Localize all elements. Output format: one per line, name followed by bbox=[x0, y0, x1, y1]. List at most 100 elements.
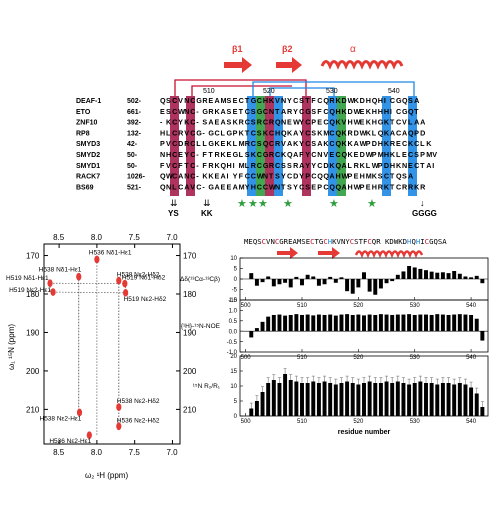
bar bbox=[430, 315, 434, 331]
alignment-name: ETO bbox=[76, 109, 91, 116]
panel-xtick-label: 500 bbox=[241, 303, 252, 309]
star-4: ★ bbox=[283, 198, 293, 210]
bar bbox=[294, 314, 298, 331]
bar bbox=[458, 314, 462, 331]
panel-xtick-label: 530 bbox=[410, 419, 421, 425]
alignment-ruler: 510 520 530 540 bbox=[203, 88, 400, 95]
hsqc-peak-label: H536 Nε2-Hδ2 bbox=[117, 417, 160, 424]
bar bbox=[334, 385, 338, 417]
star-3: ★ bbox=[258, 198, 268, 210]
bar bbox=[452, 385, 456, 417]
bar bbox=[351, 383, 355, 416]
bar bbox=[266, 383, 270, 416]
bar bbox=[435, 385, 439, 417]
panel-ytick-label: 1.5 bbox=[229, 298, 238, 304]
bar bbox=[441, 315, 445, 332]
panel-ytick-label: 0.5 bbox=[229, 319, 238, 325]
bar bbox=[311, 382, 315, 417]
bar bbox=[283, 374, 287, 416]
hsqc-peak-label: H519 Nε2-Hε1 bbox=[9, 287, 51, 294]
alignment-start: 132- bbox=[127, 130, 142, 137]
panel-ytick-label: 0 bbox=[234, 414, 238, 420]
bar bbox=[458, 274, 462, 279]
bar bbox=[424, 270, 428, 279]
bar bbox=[407, 266, 411, 279]
bar bbox=[266, 276, 270, 279]
panel-xtick-label: 520 bbox=[353, 303, 364, 309]
bar bbox=[390, 315, 394, 331]
bar bbox=[249, 331, 253, 337]
bar bbox=[373, 315, 377, 331]
bar bbox=[463, 385, 467, 417]
panel-ytick-label: 5 bbox=[234, 267, 238, 273]
bar bbox=[283, 279, 287, 283]
alignment-name: RP8 bbox=[76, 130, 90, 137]
bar bbox=[272, 380, 276, 416]
bar bbox=[475, 319, 479, 331]
panel-ytick-label: 0.0 bbox=[229, 329, 238, 335]
hsqc-ytick-right: 180 bbox=[183, 290, 197, 299]
hsqc-xtick-bottom: 7.5 bbox=[129, 448, 141, 457]
panel-xtick-label: 510 bbox=[297, 419, 308, 425]
bar bbox=[261, 392, 265, 416]
bar bbox=[351, 315, 355, 331]
marker-ys: YS bbox=[168, 209, 179, 218]
bar bbox=[373, 279, 377, 295]
ruler-520: 520 bbox=[263, 88, 275, 95]
panel-ytick-label: -0.5 bbox=[227, 340, 238, 346]
bar bbox=[379, 314, 383, 331]
bar bbox=[441, 383, 445, 416]
bar bbox=[261, 279, 265, 282]
panel-xtick-label: 520 bbox=[353, 419, 364, 425]
bar bbox=[480, 331, 484, 340]
bar bbox=[261, 322, 265, 331]
marker-kk: KK bbox=[201, 209, 213, 218]
bar bbox=[328, 383, 332, 416]
bar bbox=[401, 315, 405, 332]
panel-ytick-label: 10 bbox=[230, 256, 237, 262]
beta2-label: β2 bbox=[282, 44, 293, 54]
bar bbox=[396, 315, 400, 332]
bar bbox=[328, 277, 332, 279]
hsqc-peak-label: H538 Nδ1-Hε1 bbox=[39, 267, 82, 274]
bar bbox=[300, 315, 304, 331]
hsqc-xtick-top: 8.0 bbox=[91, 233, 103, 242]
alignment-name: SMYD3 bbox=[76, 141, 100, 148]
hsqc-ylabel: ω₁ ¹⁵N (ppm) bbox=[7, 324, 16, 370]
bar bbox=[452, 271, 456, 279]
bar bbox=[306, 383, 310, 416]
bar bbox=[289, 380, 293, 416]
bar bbox=[255, 401, 259, 416]
panel-ylabel: Δδ(¹³Cα-¹³Cβ) bbox=[180, 276, 220, 283]
bar bbox=[447, 273, 451, 279]
alignment-name: ZNF10 bbox=[76, 120, 98, 127]
bar bbox=[328, 315, 332, 332]
bar bbox=[390, 383, 394, 416]
bar bbox=[441, 272, 445, 279]
bar bbox=[447, 315, 451, 331]
panel-xlabel: residue number bbox=[338, 429, 391, 436]
hsqc-ytick-right: 200 bbox=[183, 367, 197, 376]
alignment-start: 502- bbox=[127, 98, 142, 105]
bar bbox=[317, 279, 321, 286]
sequence-alignment: β1 β2 α 510 520 530 540 bbox=[76, 44, 437, 218]
marker-kk-arrows: ⇊ bbox=[203, 198, 211, 208]
bar bbox=[396, 275, 400, 279]
star-2: ★ bbox=[248, 198, 258, 210]
bar bbox=[401, 271, 405, 279]
bar bbox=[306, 275, 310, 279]
bar bbox=[289, 315, 293, 331]
bar bbox=[469, 388, 473, 417]
star-5: ★ bbox=[329, 198, 339, 210]
bar bbox=[424, 315, 428, 332]
panel-xtick-label: 540 bbox=[466, 419, 477, 425]
hsqc-dotted-hline bbox=[53, 292, 126, 293]
bar bbox=[323, 279, 327, 284]
bar bbox=[401, 383, 405, 416]
bar bbox=[249, 409, 253, 417]
bar bbox=[339, 315, 343, 332]
